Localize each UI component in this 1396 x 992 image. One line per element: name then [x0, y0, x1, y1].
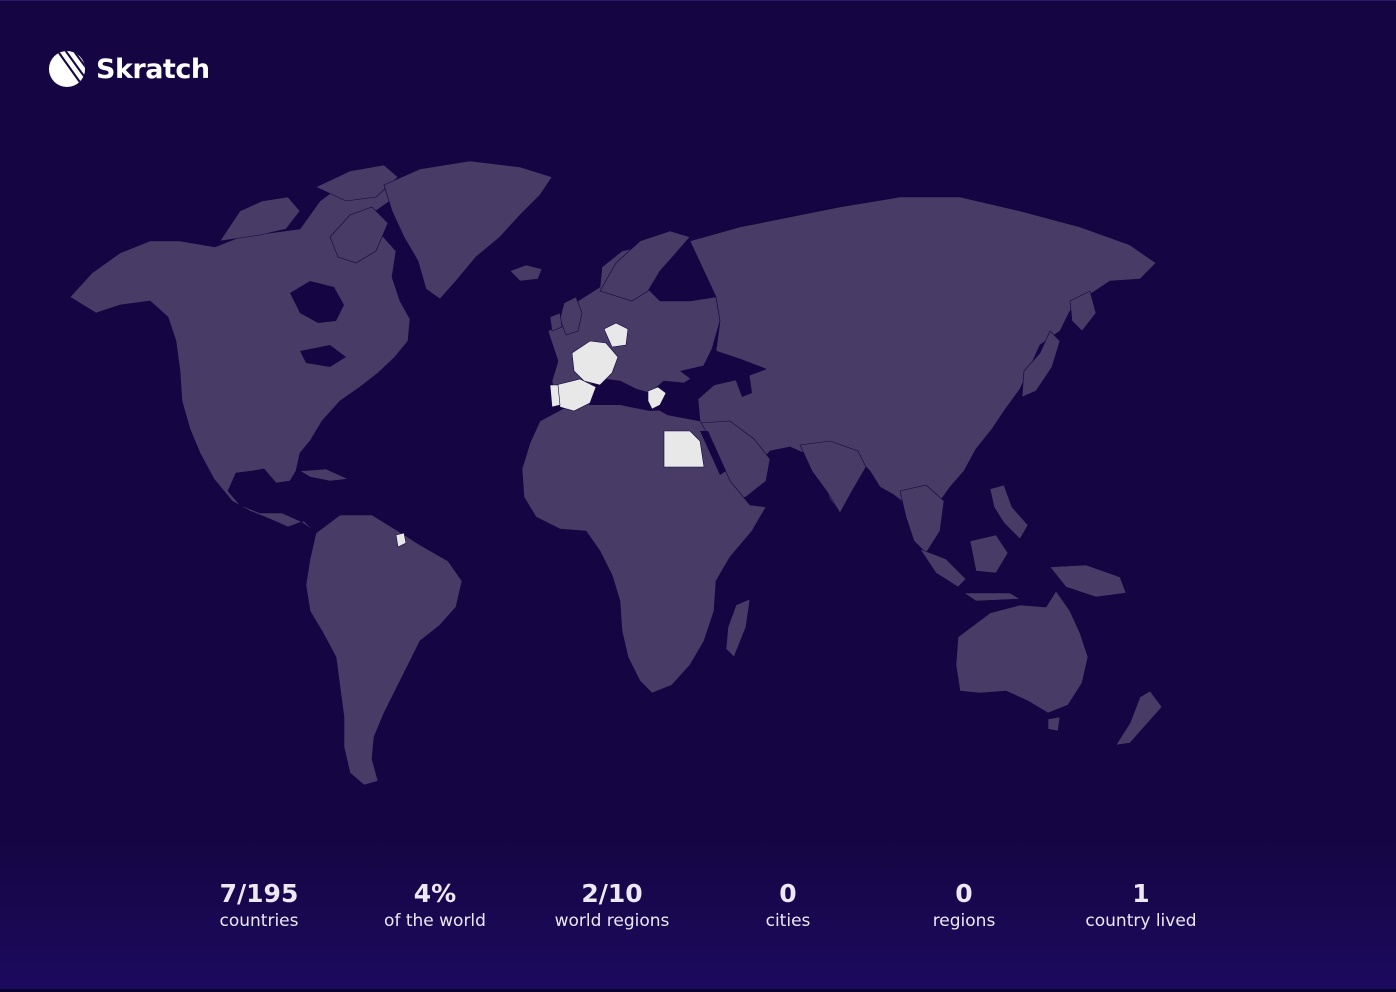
world-map[interactable] — [40, 151, 1220, 801]
bottom-border — [0, 989, 1396, 992]
tasmania[interactable] — [1047, 716, 1061, 732]
stat-cities-label: cities — [765, 911, 811, 931]
new-guinea[interactable] — [1049, 564, 1127, 598]
france-region[interactable] — [571, 340, 619, 386]
portugal-region[interactable] — [549, 384, 561, 408]
baffin-island[interactable] — [329, 206, 389, 264]
iceland[interactable] — [509, 264, 543, 282]
arctic-islands[interactable] — [219, 196, 301, 242]
south-america-landmass[interactable] — [305, 514, 463, 786]
stat-country-lived-label: country lived — [1085, 911, 1197, 931]
borneo[interactable] — [969, 534, 1009, 574]
ireland[interactable] — [549, 312, 563, 332]
stat-countries: 7/195 countries — [169, 879, 349, 931]
stat-cities: 0 cities — [698, 879, 878, 931]
north-america-landmass[interactable] — [69, 170, 411, 532]
skratch-logo[interactable]: Skratch — [48, 49, 210, 89]
sumatra[interactable] — [919, 548, 967, 588]
stat-regions: 0 regions — [874, 879, 1054, 931]
southeast-asia[interactable] — [899, 484, 945, 554]
stat-world-regions: 2/10 world regions — [522, 879, 702, 931]
kamchatka[interactable] — [1069, 290, 1097, 332]
new-zealand[interactable] — [1115, 690, 1163, 746]
stat-world-percent-label: of the world — [384, 911, 486, 931]
stat-countries-label: countries — [219, 911, 299, 931]
greece-region[interactable] — [647, 386, 667, 410]
brand-name: Skratch — [96, 53, 210, 85]
spain-region[interactable] — [555, 378, 597, 412]
stat-world-percent: 4% of the world — [345, 879, 525, 931]
stat-countries-value: 7/195 — [219, 879, 299, 908]
black-sea — [680, 365, 716, 383]
ellesmere-island[interactable] — [315, 164, 399, 202]
indian-subcontinent[interactable] — [799, 440, 867, 514]
great-lakes — [300, 345, 346, 367]
stat-regions-label: regions — [932, 911, 996, 931]
french-guiana-region[interactable] — [395, 532, 407, 548]
scandinavia[interactable] — [599, 230, 691, 302]
stat-country-lived: 1 country lived — [1051, 879, 1231, 931]
japan[interactable] — [1021, 330, 1061, 398]
madagascar[interactable] — [725, 598, 751, 658]
skratch-logo-icon — [48, 50, 86, 88]
greenland[interactable] — [383, 160, 553, 300]
stat-world-percent-value: 4% — [413, 879, 457, 908]
stat-world-regions-value: 2/10 — [581, 879, 643, 908]
stat-world-regions-label: world regions — [554, 911, 670, 931]
cuba[interactable] — [299, 468, 350, 482]
red-sea — [700, 431, 726, 475]
africa-landmass[interactable] — [521, 398, 767, 694]
stat-country-lived-value: 1 — [1132, 879, 1150, 908]
stat-cities-value: 0 — [779, 879, 797, 908]
egypt-region[interactable] — [663, 430, 705, 468]
australia[interactable] — [955, 590, 1089, 714]
java[interactable] — [963, 592, 1022, 602]
philippines[interactable] — [989, 484, 1029, 540]
switzerland-region[interactable] — [603, 322, 629, 348]
caspian-sea — [736, 361, 752, 397]
stat-regions-value: 0 — [955, 879, 973, 908]
travel-stats-bar: 7/195 countries 4% of the world 2/10 wor… — [0, 879, 1396, 959]
